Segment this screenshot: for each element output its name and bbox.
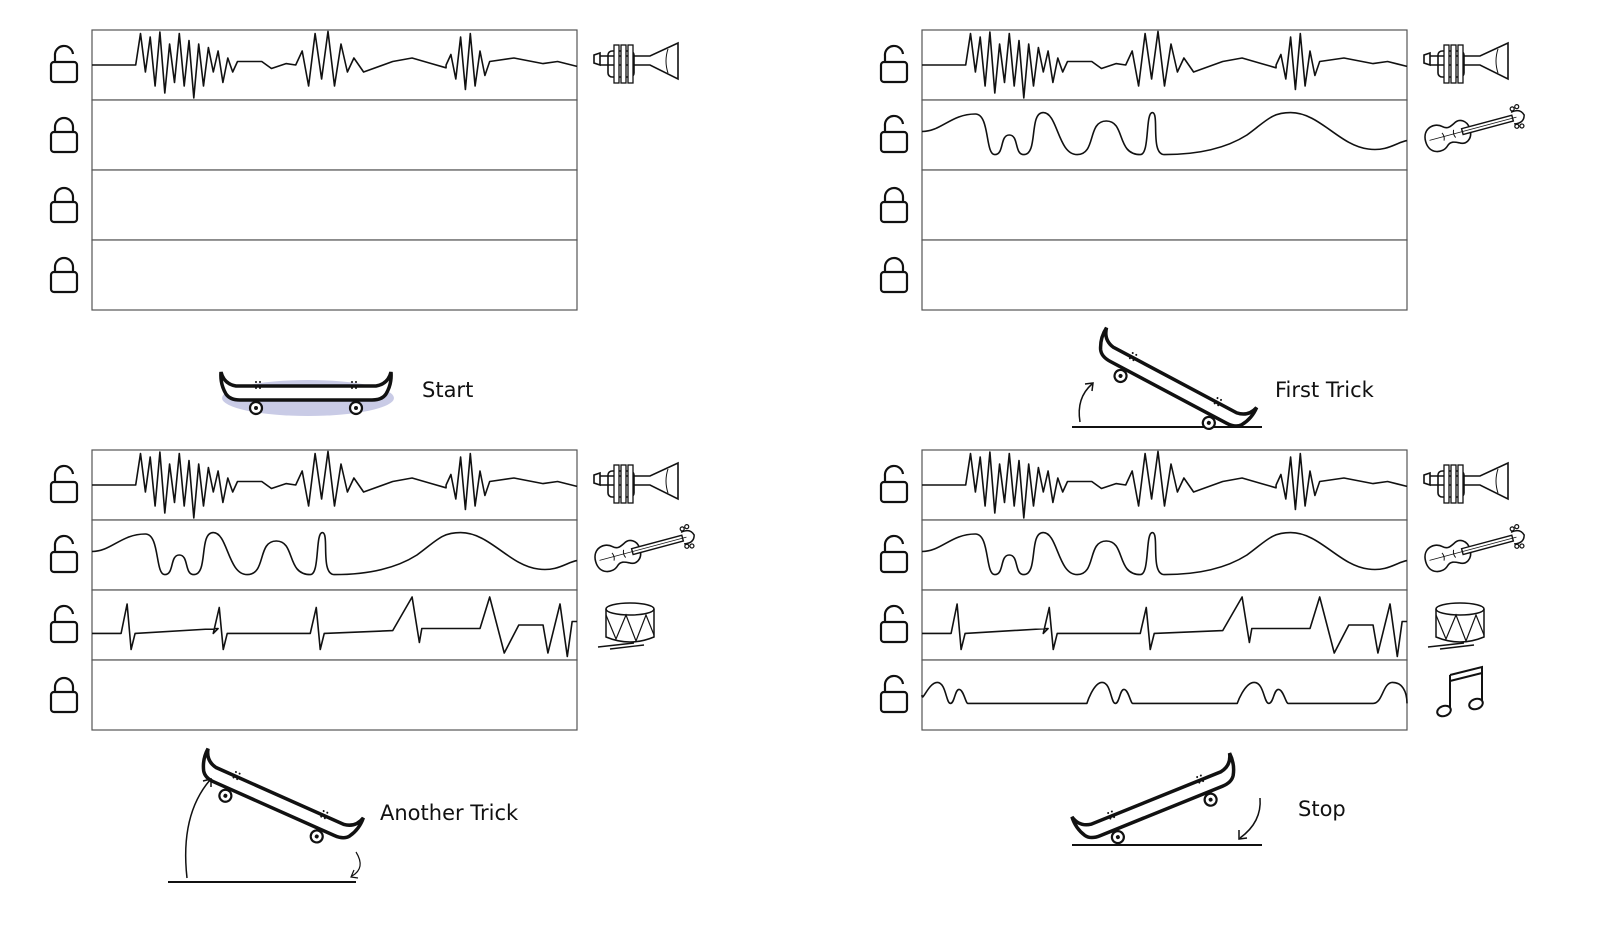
track-row[interactable] bbox=[879, 519, 1528, 591]
panel-another-trick: Another Trick bbox=[49, 449, 698, 883]
track-lane bbox=[921, 519, 1408, 591]
track-row[interactable] bbox=[49, 29, 679, 101]
jagged-waveform bbox=[922, 30, 1408, 99]
music-note-icon bbox=[1436, 665, 1484, 718]
locked-padlock-icon bbox=[879, 186, 909, 224]
skateboard-illustration bbox=[1070, 752, 1262, 846]
panel-first-trick: First Trick bbox=[879, 29, 1528, 430]
panel-caption: Stop bbox=[1298, 797, 1346, 821]
track-lane bbox=[91, 519, 578, 591]
violin-icon bbox=[594, 524, 695, 573]
track-row[interactable] bbox=[879, 589, 1485, 661]
violin-icon bbox=[1424, 104, 1525, 153]
track-lane bbox=[921, 99, 1408, 171]
spikes-waveform bbox=[92, 596, 577, 658]
unlocked-padlock-icon bbox=[49, 604, 79, 644]
violin-icon bbox=[1424, 524, 1525, 573]
drum-icon bbox=[1427, 602, 1485, 650]
track-row[interactable] bbox=[879, 169, 1408, 241]
jagged-waveform bbox=[92, 450, 578, 519]
unlocked-padlock-icon bbox=[879, 604, 909, 644]
panel-start: Start bbox=[49, 29, 679, 416]
track-row[interactable] bbox=[49, 589, 655, 661]
locked-padlock-icon bbox=[49, 116, 79, 154]
trumpet-icon bbox=[593, 461, 679, 504]
track-row[interactable] bbox=[879, 449, 1509, 521]
skateboard-icon bbox=[219, 371, 393, 416]
track-row[interactable] bbox=[49, 169, 578, 241]
panel-caption: Another Trick bbox=[380, 801, 519, 825]
wavy-waveform bbox=[91, 531, 578, 576]
track-lane bbox=[921, 589, 1408, 661]
unlocked-padlock-icon bbox=[49, 534, 79, 574]
skateboard-illustration bbox=[168, 747, 365, 883]
panel-caption: First Trick bbox=[1275, 378, 1375, 402]
track-lane bbox=[91, 99, 578, 171]
trumpet-icon bbox=[593, 41, 679, 84]
spikes-waveform bbox=[922, 596, 1407, 658]
jagged-waveform bbox=[922, 450, 1408, 519]
unlocked-padlock-icon bbox=[49, 464, 79, 504]
unlocked-padlock-icon bbox=[879, 534, 909, 574]
jagged-waveform bbox=[92, 30, 578, 99]
track-row[interactable] bbox=[49, 519, 698, 591]
motion-arrow bbox=[184, 779, 211, 879]
skateboard-icon bbox=[1098, 326, 1259, 430]
unlocked-padlock-icon bbox=[879, 674, 909, 714]
track-row[interactable] bbox=[49, 99, 578, 171]
track-lane bbox=[921, 169, 1408, 241]
bumps-waveform bbox=[921, 681, 1408, 705]
locked-padlock-icon bbox=[49, 186, 79, 224]
unlocked-padlock-icon bbox=[879, 44, 909, 84]
track-row[interactable] bbox=[49, 659, 578, 731]
locked-padlock-icon bbox=[49, 256, 79, 294]
wavy-waveform bbox=[921, 531, 1408, 576]
trumpet-icon bbox=[1423, 41, 1509, 84]
panel-stop: Stop bbox=[879, 449, 1528, 846]
wavy-waveform bbox=[921, 111, 1408, 156]
motion-arrow bbox=[1239, 797, 1261, 839]
panel-caption: Start bbox=[422, 378, 473, 402]
track-lane bbox=[91, 169, 578, 241]
unlocked-padlock-icon bbox=[879, 464, 909, 504]
track-lane bbox=[921, 659, 1408, 731]
drum-icon bbox=[597, 602, 655, 650]
trumpet-icon bbox=[1423, 461, 1509, 504]
track-row[interactable] bbox=[49, 239, 578, 311]
track-row[interactable] bbox=[879, 99, 1528, 171]
skateboard-icon bbox=[1070, 752, 1236, 845]
track-lane bbox=[921, 239, 1408, 311]
track-row[interactable] bbox=[879, 659, 1484, 731]
unlocked-padlock-icon bbox=[879, 114, 909, 154]
skateboard-illustration bbox=[219, 371, 394, 416]
motion-arrow bbox=[1078, 383, 1093, 423]
unlocked-padlock-icon bbox=[49, 44, 79, 84]
track-row[interactable] bbox=[879, 239, 1408, 311]
track-row[interactable] bbox=[49, 449, 679, 521]
track-row[interactable] bbox=[879, 29, 1509, 101]
locked-padlock-icon bbox=[879, 256, 909, 294]
track-lane bbox=[91, 239, 578, 311]
skateboard-illustration bbox=[1072, 326, 1262, 430]
track-lane bbox=[91, 589, 578, 661]
skateboard-icon bbox=[201, 747, 365, 844]
track-lane bbox=[91, 659, 578, 731]
locked-padlock-icon bbox=[49, 676, 79, 714]
